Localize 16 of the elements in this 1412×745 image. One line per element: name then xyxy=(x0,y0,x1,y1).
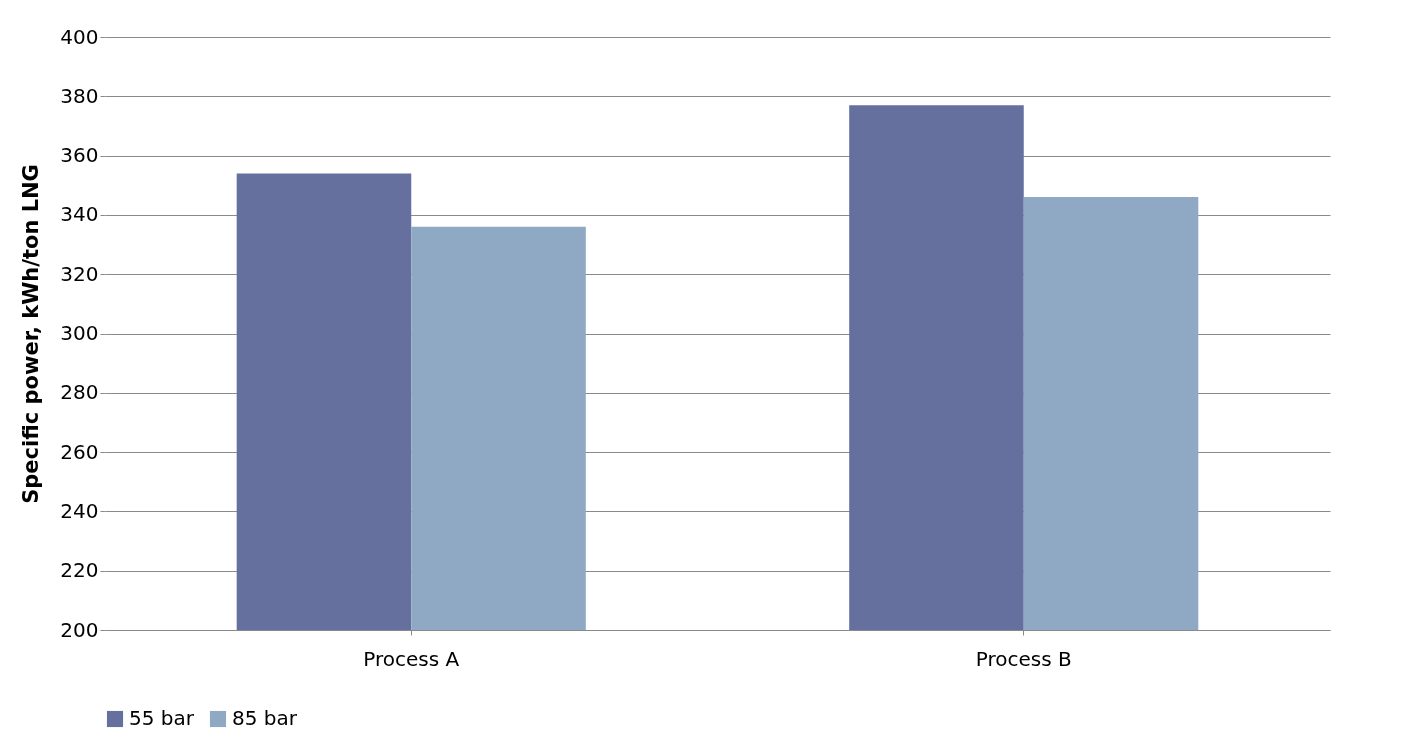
y-tick-label: 260 xyxy=(60,439,99,464)
y-tick-label: 360 xyxy=(60,143,99,168)
y-tick-label: 220 xyxy=(60,558,99,583)
x-tick-label: Process B xyxy=(975,646,1072,671)
y-axis-title: Specific power, kWh/ton LNG xyxy=(19,164,44,504)
legend-label: 55 bar xyxy=(129,706,195,730)
y-tick-label: 400 xyxy=(60,24,99,49)
y-tick-label: 280 xyxy=(60,380,99,405)
legend-label: 85 bar xyxy=(232,706,298,730)
y-tick-label: 240 xyxy=(60,498,99,523)
x-tick-label: Process A xyxy=(363,646,460,671)
y-tick-label: 320 xyxy=(60,261,99,286)
y-tick-label: 300 xyxy=(60,321,99,345)
y-tick-label: 200 xyxy=(60,617,99,642)
y-tick-label: 340 xyxy=(60,202,99,227)
y-tick-label: 380 xyxy=(60,83,99,108)
